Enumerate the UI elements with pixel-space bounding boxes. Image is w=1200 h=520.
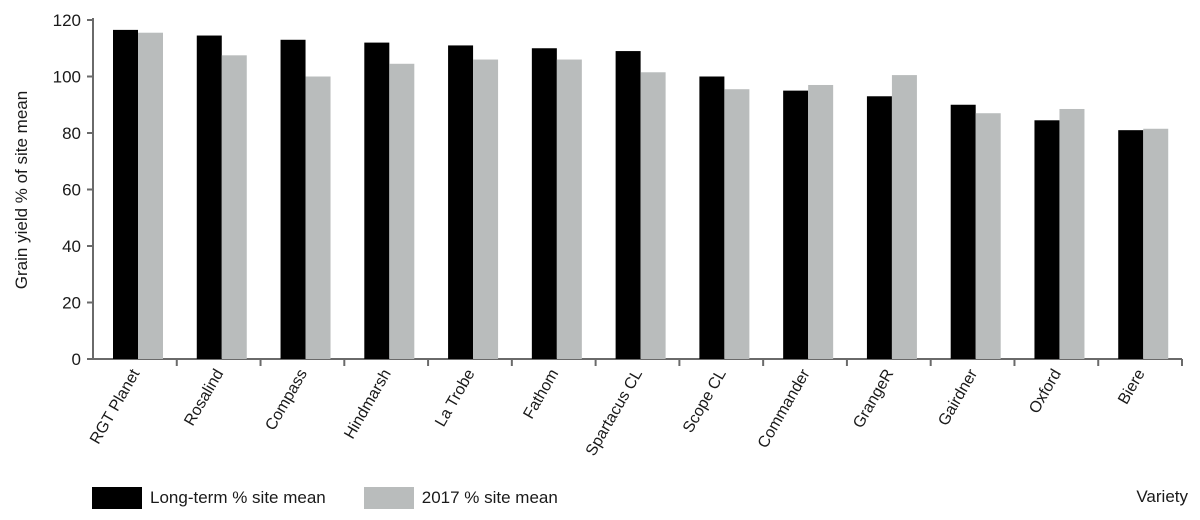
x-tick-label: La Trobe bbox=[432, 366, 478, 429]
bar-long-term bbox=[448, 45, 474, 360]
bar-2017 bbox=[305, 76, 331, 359]
bar-long-term bbox=[866, 96, 892, 360]
bar-2017 bbox=[1143, 128, 1169, 359]
legend-swatch-2017 bbox=[363, 487, 414, 509]
x-tick-label: Biere bbox=[1115, 366, 1148, 407]
x-tick-label: Scope CL bbox=[680, 366, 730, 435]
legend-item-long-term: Long-term % site mean bbox=[92, 487, 326, 509]
bar-long-term bbox=[531, 48, 557, 359]
bar-2017 bbox=[724, 89, 750, 360]
legend-item-2017: 2017 % site mean bbox=[363, 487, 558, 509]
legend: Long-term % site mean 2017 % site mean bbox=[92, 487, 596, 509]
legend-label-long-term: Long-term % site mean bbox=[150, 488, 326, 507]
x-axis-title: Variety bbox=[1136, 487, 1188, 506]
bar-long-term bbox=[280, 39, 306, 360]
y-tick-label: 60 bbox=[62, 181, 81, 200]
x-tick-label: GrangeR bbox=[850, 367, 897, 432]
bar-long-term bbox=[615, 51, 641, 359]
bar-long-term bbox=[783, 90, 809, 359]
bar-2017 bbox=[808, 84, 834, 359]
x-tick-label: Gairdner bbox=[935, 366, 981, 429]
bar-long-term bbox=[950, 104, 976, 359]
bar-long-term bbox=[113, 29, 138, 359]
bar-long-term bbox=[364, 42, 390, 359]
x-tick-label: Fathom bbox=[520, 367, 562, 422]
y-tick-label: 0 bbox=[72, 350, 81, 369]
x-tick-label: Hindmarsh bbox=[341, 367, 394, 442]
bar-2017 bbox=[389, 63, 415, 359]
y-tick-label: 100 bbox=[53, 68, 81, 87]
bar-2017 bbox=[975, 113, 1001, 359]
bar-2017 bbox=[1059, 108, 1085, 359]
x-tick-label: Oxford bbox=[1026, 367, 1065, 417]
bar-2017 bbox=[556, 59, 582, 360]
y-tick-label: 120 bbox=[53, 11, 81, 30]
bar-long-term bbox=[196, 35, 222, 359]
x-tick-label: Compass bbox=[262, 367, 311, 434]
y-tick-label: 40 bbox=[62, 237, 81, 256]
bar-2017 bbox=[640, 72, 666, 359]
legend-label-2017: 2017 % site mean bbox=[421, 488, 558, 507]
x-tick-label: Commander bbox=[755, 366, 814, 451]
bar-2017 bbox=[221, 55, 247, 359]
y-tick-label: 20 bbox=[62, 294, 81, 313]
bar-2017 bbox=[473, 59, 499, 360]
bar-long-term bbox=[1034, 120, 1060, 359]
bar-long-term bbox=[699, 76, 725, 359]
y-axis-title: Grain yield % of site mean bbox=[12, 90, 31, 290]
x-tick-label: Spartacus CL bbox=[583, 366, 646, 459]
bar-long-term bbox=[1118, 130, 1144, 359]
bar-2017 bbox=[138, 32, 163, 360]
bar-2017 bbox=[891, 75, 917, 360]
x-tick-label: RGT Planet bbox=[87, 366, 144, 447]
y-tick-label: 80 bbox=[62, 124, 81, 143]
legend-swatch-long-term bbox=[92, 487, 142, 509]
x-tick-label: Rosalind bbox=[181, 367, 227, 429]
